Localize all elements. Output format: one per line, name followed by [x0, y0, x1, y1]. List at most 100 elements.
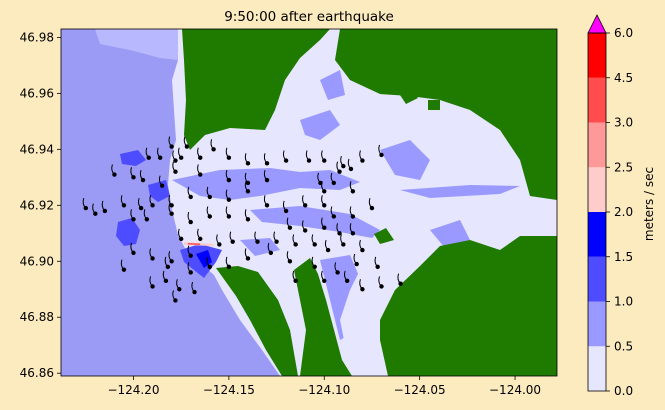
plot-frame — [60, 28, 558, 377]
channel-4 — [380, 140, 430, 180]
gauge-point — [150, 256, 155, 261]
gauge-point — [131, 217, 136, 222]
gauge-point — [274, 239, 279, 244]
land-south-spit — [216, 266, 298, 376]
gauge-point — [255, 239, 260, 244]
land-northeast — [335, 29, 557, 200]
gauge-point — [138, 205, 144, 211]
y-tick-label: 46.94 — [20, 142, 54, 156]
gauge-point — [198, 172, 203, 177]
gauge-point — [188, 219, 193, 225]
gauge-point — [188, 270, 193, 275]
gauge-point — [121, 203, 127, 208]
gauge-point — [398, 281, 403, 286]
gauge-point — [302, 228, 308, 233]
y-tick-label: 46.92 — [20, 198, 54, 212]
colorbar-tick-label: 2.5 — [614, 160, 633, 174]
gauge-point — [198, 236, 203, 242]
gauge-point — [158, 155, 163, 160]
jet-band-4 — [148, 180, 170, 202]
gauge-point — [226, 264, 232, 270]
offshore-light-zone — [95, 29, 178, 60]
jet-band-7 — [188, 243, 200, 245]
gauge-point — [173, 169, 178, 174]
y-axis: 46.86 46.88 46.90 46.92 46.94 46.96 46.98 — [20, 30, 61, 380]
gauge-point — [335, 270, 340, 275]
y-tick-label: 46.96 — [20, 86, 54, 100]
gauge-point — [245, 161, 251, 166]
gauge-point — [146, 155, 151, 160]
gauge-point — [245, 217, 251, 222]
land-island-3 — [374, 228, 394, 244]
gauge-point — [350, 189, 356, 194]
gauge-point — [369, 205, 375, 211]
gauge-point — [293, 242, 298, 247]
gauge-point — [322, 158, 327, 163]
gauge-point — [140, 177, 146, 183]
chart-title: 9:50:00 after earthquake — [224, 9, 394, 25]
gauge-point — [350, 214, 356, 219]
gauge-point — [173, 298, 178, 303]
gauge-point — [169, 259, 174, 264]
colorbar-band — [588, 167, 606, 212]
channel-3 — [300, 110, 340, 140]
jet-band-3 — [120, 150, 146, 166]
gauge-point — [131, 175, 136, 180]
gauge-point — [169, 144, 174, 149]
gauge-point — [268, 250, 274, 256]
gauge-point — [264, 161, 270, 166]
gauge-point — [350, 231, 356, 236]
y-tick-label: 46.90 — [20, 254, 54, 268]
gauge-point — [226, 214, 232, 219]
land-island-4 — [510, 258, 557, 300]
gauge-point — [283, 158, 289, 163]
gauge-point — [207, 214, 212, 219]
gauge-point — [287, 225, 293, 230]
offshore-ocean — [61, 29, 280, 376]
colorbar-band — [588, 77, 606, 123]
gauge-point — [192, 289, 197, 295]
gauge-point — [379, 284, 384, 289]
gauge-point — [188, 253, 193, 258]
land-island-2 — [428, 100, 440, 110]
colorbar-tick-label: 2.0 — [614, 205, 633, 219]
gauge-point — [112, 172, 117, 177]
gauge-point — [344, 278, 350, 284]
channel-2 — [250, 206, 380, 238]
colorbar-tick-label: 6.0 — [614, 26, 633, 40]
land-south — [294, 258, 352, 376]
gauge-point — [217, 242, 222, 247]
gauge-point — [83, 205, 89, 211]
gauge-point — [322, 189, 327, 194]
y-tick-label: 46.86 — [20, 366, 54, 380]
x-tick-label: −124.10 — [298, 383, 350, 397]
gauge-points — [82, 136, 403, 303]
gauge-point — [375, 264, 380, 270]
colorbar-band — [588, 346, 606, 391]
colorbar-band — [588, 301, 606, 347]
gauge-point — [322, 225, 327, 230]
gauge-point — [177, 287, 182, 292]
channel-8 — [430, 220, 470, 248]
gauge-point — [178, 155, 184, 160]
colorbar-tick-label: 4.5 — [614, 71, 633, 85]
colorbar: 0.0 0.5 1.0 1.5 2.0 2.5 3.0 4.5 6.0 — [587, 14, 633, 398]
gauge-point — [348, 166, 354, 172]
gauge-point — [283, 208, 289, 214]
gauge-point — [379, 152, 384, 158]
gauge-point — [207, 264, 212, 270]
colorbar-tick-label: 0.0 — [614, 384, 633, 398]
gauge-point — [341, 242, 346, 247]
estuary-inner-south — [340, 256, 388, 376]
gauge-point — [245, 180, 251, 186]
gauge-point — [150, 203, 155, 208]
colorbar-band — [588, 122, 606, 168]
y-tick-label: 46.88 — [20, 310, 54, 324]
gauge-point — [131, 250, 136, 256]
y-tick-label: 46.98 — [20, 30, 54, 44]
gauge-point — [312, 264, 317, 270]
gauge-point — [173, 158, 178, 163]
gauge-point — [102, 208, 108, 214]
colorbar-tick-label: 0.5 — [614, 339, 633, 353]
